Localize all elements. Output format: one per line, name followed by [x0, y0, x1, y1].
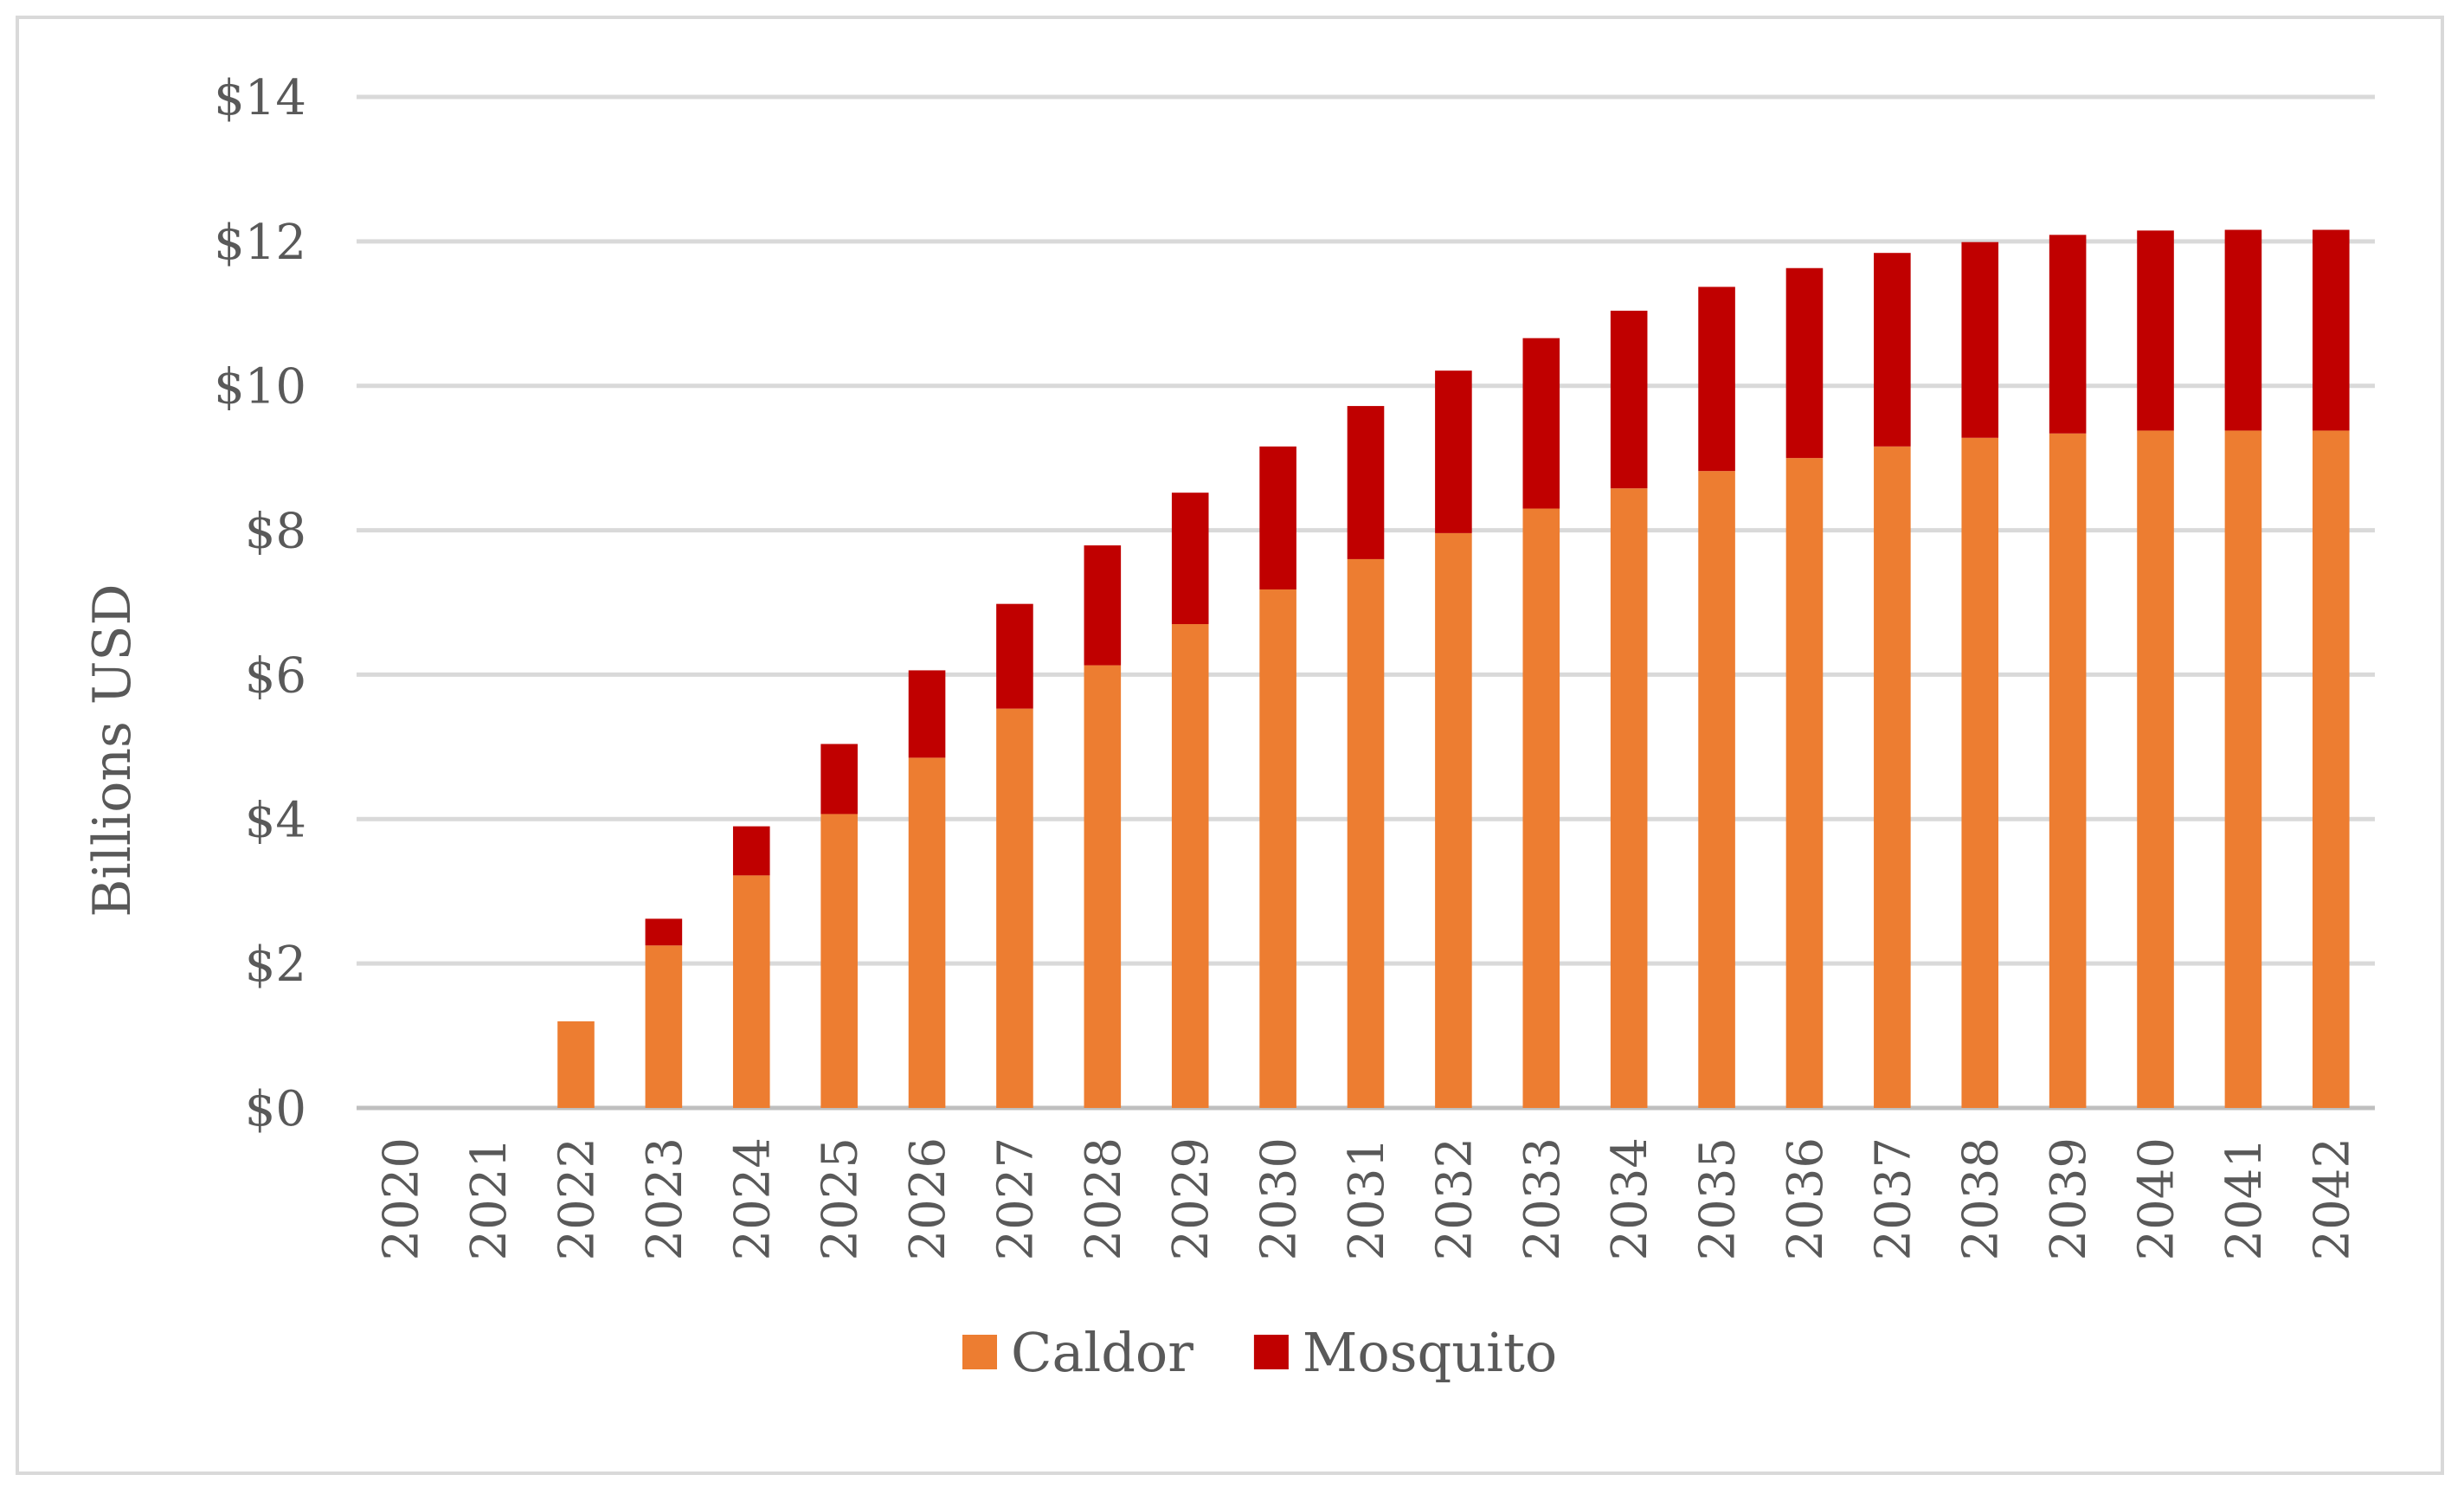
y-tick-label: $10	[214, 359, 306, 415]
x-tick-label: 2042	[2304, 1137, 2360, 1261]
x-tick-label: 2041	[2216, 1137, 2273, 1261]
y-tick-label: $12	[214, 215, 306, 271]
legend-swatch-caldor	[962, 1335, 997, 1369]
bar-mosquito-2037	[1874, 253, 1911, 447]
bar-mosquito-2033	[1522, 338, 1560, 509]
bar-caldor-2027	[996, 708, 1033, 1108]
bar-caldor-2025	[820, 814, 858, 1108]
bar-mosquito-2032	[1435, 370, 1472, 533]
y-axis-title: Billions USD	[82, 583, 143, 917]
x-tick-label: 2033	[1515, 1137, 1571, 1261]
stacked-bar-chart: $0 $2 $4 $6 $8 $10 $12 $14 2020 2021 2022 2023 2024…	[82, 70, 2375, 1384]
bar-mosquito-2040	[2137, 230, 2174, 431]
bar-mosquito-2036	[1785, 267, 1824, 459]
x-tick-label: 2020	[374, 1137, 430, 1261]
x-tick-label: 2025	[813, 1137, 869, 1261]
y-tick-label: $4	[245, 792, 306, 848]
x-tick-label: 2023	[637, 1137, 693, 1261]
x-tick-label: 2027	[988, 1137, 1044, 1261]
bar-mosquito-2025	[820, 744, 858, 815]
bar-mosquito-2028	[1084, 545, 1122, 666]
bar-mosquito-2034	[1610, 310, 1648, 489]
x-tick-label: 2038	[1953, 1137, 2010, 1261]
y-tick-label: $14	[214, 70, 306, 126]
bar-mosquito-2030	[1259, 446, 1296, 589]
bar-caldor-2030	[1259, 589, 1296, 1108]
y-tick-label: $2	[245, 937, 306, 993]
x-tick-label: 2039	[2041, 1137, 2097, 1261]
x-axis-ticks: 2020 2021 2022 2023 2024 2025 2026 2027 2028 2029…	[374, 1137, 2361, 1261]
x-tick-label: 2031	[1339, 1137, 1395, 1261]
bar-caldor-2037	[1874, 446, 1911, 1108]
bar-mosquito-2031	[1347, 406, 1385, 559]
bar-caldor-2038	[1961, 437, 1999, 1109]
x-tick-label: 2026	[900, 1137, 956, 1261]
x-tick-label: 2036	[1778, 1137, 1834, 1261]
x-tick-label: 2035	[1690, 1137, 1747, 1261]
bar-mosquito-2039	[2049, 235, 2087, 434]
bar-caldor-2024	[732, 875, 770, 1108]
bar-mosquito-2029	[1171, 493, 1209, 625]
x-tick-label: 2040	[2129, 1137, 2185, 1261]
bar-caldor-2042	[2313, 430, 2350, 1108]
bar-caldor-2040	[2137, 430, 2174, 1108]
y-tick-label: $0	[245, 1081, 306, 1137]
y-tick-label: $8	[245, 504, 306, 560]
bar-mosquito-2027	[996, 603, 1033, 709]
bar-mosquito-2035	[1698, 287, 1735, 472]
legend: Caldor Mosquito	[962, 1321, 1557, 1384]
chart-frame: $0 $2 $4 $6 $8 $10 $12 $14 2020 2021 2022 2023 2024…	[16, 16, 2444, 1475]
bars	[557, 229, 2350, 1109]
bar-mosquito-2041	[2224, 229, 2262, 431]
x-tick-label: 2021	[461, 1137, 518, 1261]
bar-caldor-2023	[645, 945, 683, 1108]
x-tick-label: 2029	[1163, 1137, 1219, 1261]
bar-mosquito-2023	[645, 918, 683, 946]
bar-mosquito-2038	[1961, 241, 1999, 438]
bar-caldor-2032	[1435, 532, 1472, 1108]
bar-mosquito-2026	[908, 670, 946, 758]
bar-caldor-2039	[2049, 433, 2087, 1109]
bar-mosquito-2024	[732, 826, 770, 876]
legend-swatch-mosquito	[1253, 1335, 1289, 1369]
bar-caldor-2028	[1084, 665, 1122, 1108]
x-tick-label: 2024	[724, 1137, 781, 1261]
x-tick-label: 2034	[1602, 1137, 1658, 1261]
legend-label-mosquito: Mosquito	[1303, 1321, 1557, 1384]
bar-caldor-2035	[1698, 471, 1735, 1108]
bar-caldor-2033	[1522, 508, 1560, 1108]
y-axis-ticks: $0 $2 $4 $6 $8 $10 $12 $14	[214, 70, 306, 1137]
x-tick-label: 2028	[1076, 1137, 1132, 1261]
bar-caldor-2041	[2224, 430, 2262, 1108]
y-tick-label: $6	[245, 647, 306, 704]
x-tick-label: 2032	[1426, 1137, 1483, 1261]
bar-caldor-2036	[1785, 458, 1824, 1108]
x-tick-label: 2037	[1865, 1137, 1921, 1261]
x-tick-label: 2030	[1251, 1137, 1308, 1261]
legend-label-caldor: Caldor	[1011, 1321, 1193, 1384]
bar-caldor-2026	[908, 757, 946, 1108]
bar-caldor-2029	[1171, 624, 1209, 1108]
bar-caldor-2022	[557, 1021, 595, 1108]
x-tick-label: 2022	[549, 1137, 605, 1261]
bar-caldor-2034	[1610, 488, 1648, 1108]
bar-mosquito-2042	[2313, 229, 2350, 431]
bar-caldor-2031	[1347, 558, 1385, 1108]
